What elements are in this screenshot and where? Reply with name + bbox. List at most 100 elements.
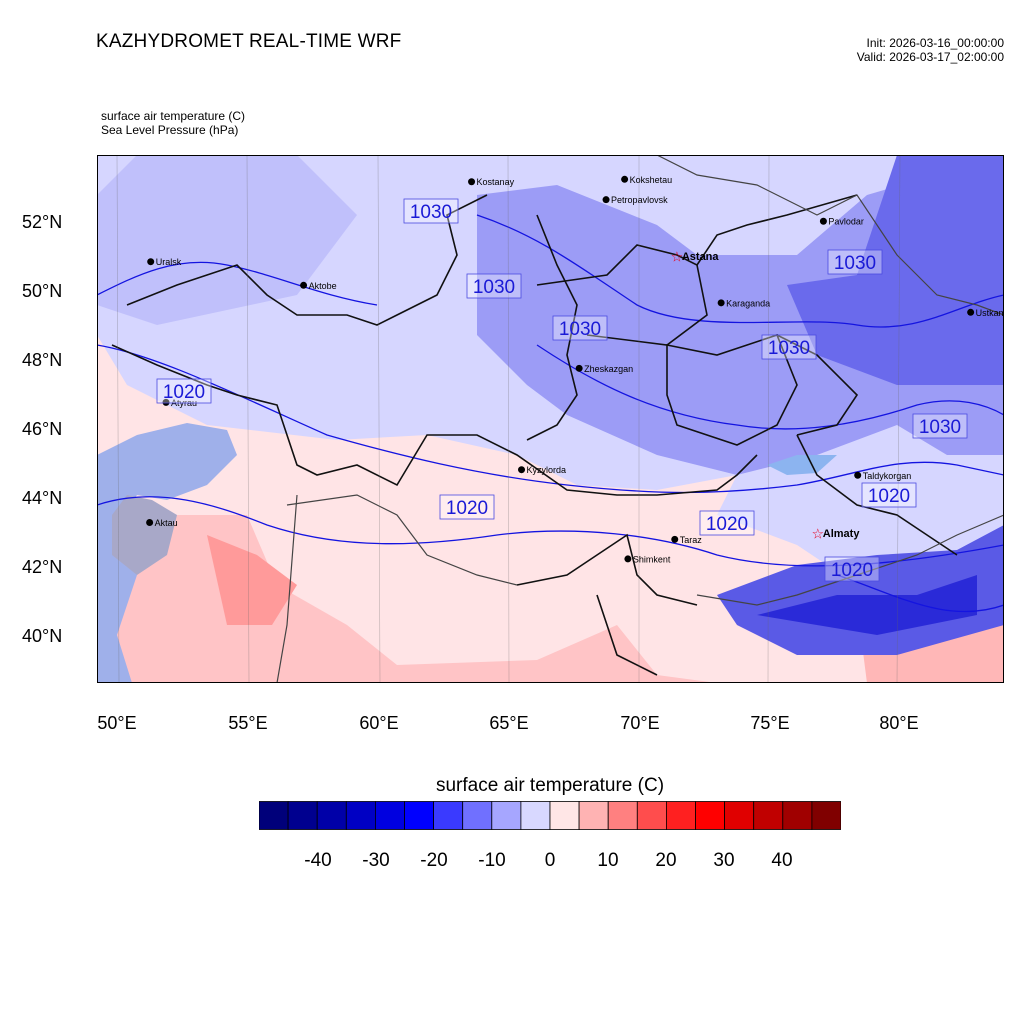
graticule xyxy=(116,155,901,683)
lon-label: 50°E xyxy=(97,713,137,733)
colorbar-label: -10 xyxy=(478,850,506,871)
lake-balkhash xyxy=(767,455,837,475)
lat-label: 48°N xyxy=(22,350,63,370)
valid-time: Valid: 2026-03-17_02:00:00 xyxy=(856,50,1004,64)
city-dot xyxy=(468,178,476,186)
run-times: Init: 2026-03-16_00:00:00 Valid: 2026-03… xyxy=(857,36,1004,64)
city-marker: Aktobe xyxy=(300,281,337,291)
colorbar-swatch xyxy=(636,801,667,830)
isobar-label: 1030 xyxy=(403,198,459,224)
colorbar-swatch xyxy=(345,801,376,830)
city-marker: Pavlodar xyxy=(819,217,864,227)
map-panel: Petropavlovsk Kostanay Kokshetau Pavlodar Ur… xyxy=(97,155,1004,683)
caspian-sea xyxy=(97,423,237,683)
svg-text:1030: 1030 xyxy=(768,338,810,359)
isobar-label: 1030 xyxy=(827,249,883,275)
isobar-label: 1020 xyxy=(824,556,880,582)
city-marker: Shimkent xyxy=(624,554,671,564)
city-label: Shimkent xyxy=(633,554,671,564)
lat-label: 42°N xyxy=(22,557,63,577)
lon-label: 60°E xyxy=(359,713,399,733)
colorbar-label: -30 xyxy=(362,850,390,871)
colorbar-swatch xyxy=(695,801,726,830)
city-marker: Karaganda xyxy=(717,298,770,308)
colorbar-swatch xyxy=(433,801,464,830)
city-label: Karaganda xyxy=(726,298,770,308)
colorbar-swatch xyxy=(549,801,580,830)
colorbar-swatch xyxy=(607,801,638,830)
city-dot xyxy=(621,175,629,183)
colorbar-swatch xyxy=(724,801,755,830)
city-marker: ☆Astana xyxy=(671,249,720,265)
city-label: Kokshetau xyxy=(630,175,673,185)
city-label: Kostanay xyxy=(477,177,515,187)
city-dot xyxy=(624,555,632,563)
colorbar-label: 30 xyxy=(713,850,735,871)
isobar-label: 1030 xyxy=(912,413,968,439)
colorbar-swatch xyxy=(462,801,493,830)
city-label: Aktobe xyxy=(309,281,337,291)
chart-title: KAZHYDROMET REAL-TIME WRF xyxy=(96,31,402,52)
city-marker: Kokshetau xyxy=(621,175,672,185)
city-dot xyxy=(819,217,827,225)
colorbar-swatch xyxy=(520,801,551,830)
city-marker: Zheskazgan xyxy=(575,364,633,374)
very-cold-patch xyxy=(757,575,977,635)
colorbar-label: 20 xyxy=(655,850,677,871)
lat-label: 40°N xyxy=(22,626,63,646)
city-dot xyxy=(602,196,610,204)
city-marker: ☆Almaty xyxy=(811,525,860,541)
city-marker: Kyzylorda xyxy=(518,465,566,475)
colorbar-title: surface air temperature (C) xyxy=(435,775,665,796)
svg-text:1030: 1030 xyxy=(559,319,601,340)
city-label: Zheskazgan xyxy=(584,364,633,374)
city-marker: Kostanay xyxy=(468,177,515,187)
city-dot xyxy=(147,258,155,266)
city-dot xyxy=(967,308,975,316)
svg-text:1030: 1030 xyxy=(834,253,876,274)
city-dot xyxy=(717,299,725,307)
lat-label: 44°N xyxy=(22,488,63,508)
svg-text:1030: 1030 xyxy=(919,417,961,438)
colorbar-label: -40 xyxy=(304,850,332,871)
variable-pressure: Sea Level Pressure (hPa) xyxy=(101,123,239,137)
capital-star-icon: ☆ xyxy=(811,525,824,541)
lat-label: 52°N xyxy=(22,212,63,232)
lon-label: 65°E xyxy=(489,713,529,733)
isobar-label: 1020 xyxy=(861,482,917,508)
isobar-label: 1020 xyxy=(439,494,495,520)
colorbar-swatch xyxy=(782,801,813,830)
svg-text:1020: 1020 xyxy=(831,560,873,581)
colorbar-swatch xyxy=(665,801,696,830)
svg-text:1020: 1020 xyxy=(868,486,910,507)
city-label: Taldykorgan xyxy=(863,471,912,481)
city-dot xyxy=(575,364,583,372)
city-marker: Taldykorgan xyxy=(854,471,911,481)
lat-label: 46°N xyxy=(22,419,63,439)
isobar-label: 1030 xyxy=(761,334,817,360)
city-marker: Uralsk xyxy=(147,257,182,267)
city-marker: Ustkamen xyxy=(967,308,1004,318)
city-dot xyxy=(300,281,308,289)
colorbar-swatch xyxy=(375,801,405,830)
cold-zone-northeast xyxy=(787,155,1004,385)
colorbar-swatch xyxy=(578,801,609,830)
isobar-label: 1030 xyxy=(552,315,608,341)
city-label: Petropavlovsk xyxy=(611,195,668,205)
colorbar-label: 10 xyxy=(597,850,619,871)
colorbar-swatch xyxy=(316,801,347,830)
colorbar xyxy=(259,801,841,830)
isobar-label: 1020 xyxy=(699,510,755,536)
svg-text:1020: 1020 xyxy=(706,514,748,535)
colorbar-swatch xyxy=(811,801,841,830)
colorbar-label: -20 xyxy=(420,850,448,871)
svg-text:1020: 1020 xyxy=(446,498,488,519)
caspian-deep xyxy=(112,495,177,575)
colorbar-swatch xyxy=(404,801,435,830)
city-label: Kyzylorda xyxy=(527,465,567,475)
lon-label: 80°E xyxy=(879,713,919,733)
lon-label: 75°E xyxy=(750,713,790,733)
lon-label: 55°E xyxy=(228,713,268,733)
lon-label: 70°E xyxy=(620,713,660,733)
colorbar-swatch xyxy=(491,801,522,830)
